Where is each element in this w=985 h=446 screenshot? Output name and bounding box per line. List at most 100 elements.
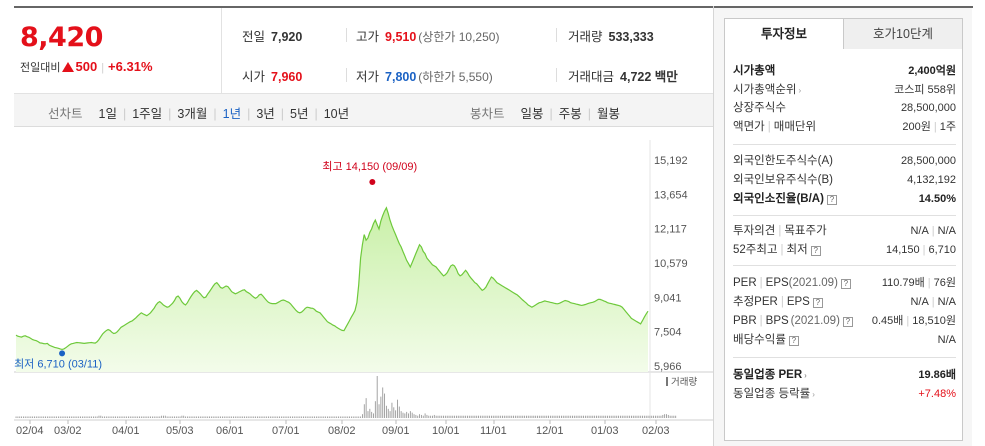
trade-value-value: 4,722 백만 (620, 70, 678, 84)
volume-bar (658, 415, 660, 418)
volume-bar (159, 416, 161, 418)
volume-bar (553, 415, 555, 418)
w52-high-label: 52주최고 (733, 244, 778, 256)
volume-bar (667, 414, 669, 418)
tab-orderbook-10[interactable]: 호가10단계 (843, 18, 963, 50)
section-divider (733, 144, 956, 145)
tab-weekly[interactable]: 주봉 (558, 107, 582, 121)
market-cap-rank-row[interactable]: 시가총액순위 › 코스피 558위 (733, 82, 956, 98)
help-icon[interactable]: ? (840, 279, 851, 289)
volume-bar (209, 416, 210, 418)
volume-bar (122, 416, 124, 418)
volume-bar (577, 415, 579, 418)
volume-bar (131, 416, 133, 418)
tab-1w[interactable]: 1주일 (132, 107, 163, 121)
volume-bar (310, 416, 312, 418)
volume-bar (203, 416, 205, 418)
tab-daily[interactable]: 일봉 (520, 107, 544, 121)
tab-5y[interactable]: 5년 (290, 107, 309, 121)
volume-bar (583, 415, 585, 418)
volume-bar (660, 415, 662, 418)
volume-bar (304, 416, 306, 418)
volume-bar (424, 413, 426, 418)
volume-bar (373, 413, 374, 418)
x-tick-label: 02/04 (16, 425, 44, 437)
help-icon[interactable]: ? (812, 298, 823, 308)
volume-bar (640, 415, 642, 418)
volume-bar (426, 414, 428, 418)
pbr-bps-date: (2021.09) (790, 315, 840, 327)
pbr-bps-row: PBR | BPS (2021.09)? 0.45배 | 18,510원 (733, 315, 956, 327)
volume-bar (258, 416, 260, 418)
price-chart-svg: 최고 14,150 (09/09) 최저 6,710 (03/11) 15,192… (14, 140, 713, 437)
tab-1d[interactable]: 1일 (98, 107, 117, 121)
volume-bar (229, 416, 231, 418)
section-divider (733, 215, 956, 216)
volume-bar (612, 415, 614, 418)
help-icon[interactable]: ? (788, 336, 799, 346)
volume-bar (675, 415, 677, 418)
volume-bar (535, 415, 537, 418)
volume-bar (542, 415, 544, 418)
tab-monthly[interactable]: 월봉 (597, 107, 621, 121)
unit-value: 1주 (939, 121, 956, 133)
info-tabs: 투자정보 호가10단계 (724, 18, 963, 50)
volume-bar (341, 416, 343, 418)
low-value: 7,800 (385, 70, 417, 84)
target-label: 목표주가 (784, 225, 827, 237)
help-icon[interactable]: ? (810, 246, 821, 256)
prev-close-label: 전일 (242, 30, 266, 44)
volume-bar (85, 416, 87, 418)
sector-change-row[interactable]: 동일업종 등락률 › +7.48% (733, 386, 956, 402)
volume-bar (80, 416, 81, 418)
volume-bar (654, 415, 656, 418)
volume-bar (227, 416, 229, 418)
volume-bar (356, 416, 358, 418)
foreign-ratio-label: 외국인소진율(B/A) (733, 193, 824, 205)
volume-bar (345, 416, 347, 418)
volume-bar (656, 415, 658, 418)
volume-bar (175, 416, 177, 418)
volume-bar (673, 415, 675, 418)
y-tick-label: 15,192 (654, 155, 688, 167)
volume-bar (555, 415, 557, 418)
foreign-limit-value: 28,500,000 (900, 155, 956, 167)
volume-bar (618, 415, 620, 418)
volume-bar (406, 411, 408, 418)
volume-bar (81, 416, 83, 418)
volume-bar (133, 416, 135, 418)
dividend-value: N/A (937, 334, 956, 346)
volume-bar (168, 416, 170, 418)
volume-bar (347, 416, 349, 418)
pbr-label: PBR (733, 315, 757, 327)
volume-bar (494, 415, 496, 418)
high-annotation: 최고 14,150 (09/09) (322, 160, 417, 173)
volume-bar (48, 416, 50, 418)
volume-bar (548, 415, 550, 418)
volume-bar (212, 416, 214, 418)
volume-bar (325, 416, 327, 418)
volume-bar (87, 416, 89, 418)
volume-bar (509, 415, 511, 418)
volume-bar (91, 416, 93, 418)
price-area (16, 207, 648, 372)
tab-investment-info[interactable]: 투자정보 (724, 18, 844, 50)
volume-bar (610, 415, 612, 418)
volume-bar (476, 415, 478, 418)
volume-bar (312, 416, 314, 418)
help-icon[interactable]: ? (826, 195, 837, 205)
tab-3m[interactable]: 3개월 (177, 107, 208, 121)
volume-bar (326, 416, 328, 418)
volume-bar (61, 416, 63, 418)
tab-1y[interactable]: 1년 (222, 107, 242, 121)
sector-per-row[interactable]: 동일업종 PER › 19.86배 (733, 367, 956, 383)
eps-value: 76원 (933, 277, 956, 289)
volume-bar (146, 416, 148, 418)
tab-3y[interactable]: 3년 (256, 107, 275, 121)
volume-bar (57, 416, 59, 418)
help-icon[interactable]: ? (842, 317, 853, 327)
market-cap-row: 시가총액 2,400억원 (733, 63, 956, 79)
foreign-hold-label: 외국인보유주식수(B) (733, 174, 833, 186)
section-divider (733, 357, 956, 358)
tab-10y[interactable]: 10년 (323, 107, 350, 121)
